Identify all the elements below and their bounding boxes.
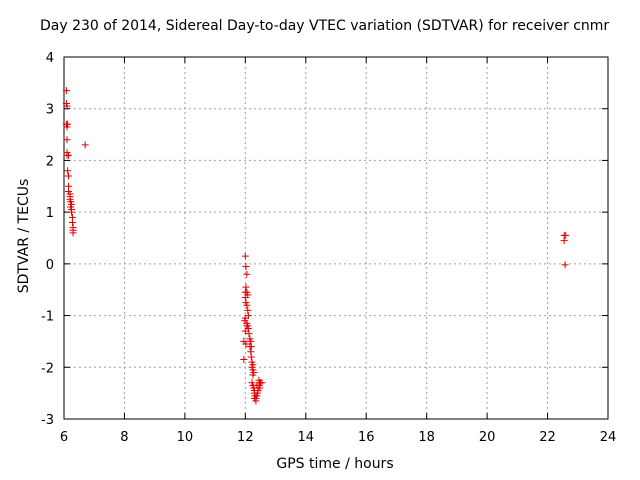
data-point [243, 301, 251, 309]
data-point [64, 120, 72, 128]
data-point [62, 87, 70, 95]
x-tick-label: 16 [358, 430, 375, 445]
data-point [241, 252, 249, 260]
data-point [68, 208, 76, 216]
data-point [241, 327, 249, 335]
data-point [244, 306, 252, 314]
data-point [247, 348, 255, 356]
x-tick-label: 20 [479, 430, 496, 445]
data-point [242, 283, 250, 291]
x-tick-label: 6 [60, 430, 68, 445]
x-tick-label: 22 [539, 430, 556, 445]
plot-frame [63, 56, 609, 420]
data-point [241, 293, 249, 301]
data-point [240, 356, 248, 364]
x-tick-label: 12 [237, 430, 254, 445]
data-point [65, 172, 73, 180]
data-point [63, 151, 71, 159]
data-point [247, 343, 255, 351]
data-point [247, 337, 255, 345]
data-point [560, 237, 568, 245]
data-point [63, 102, 71, 110]
y-tick-label: -1 [41, 310, 54, 325]
y-tick-label: 2 [46, 154, 54, 169]
y-tick-label: 3 [46, 103, 54, 118]
data-point [69, 229, 77, 237]
data-point [561, 261, 569, 269]
data-point [64, 167, 72, 175]
data-point [247, 353, 255, 361]
y-tick-label: 4 [46, 51, 54, 66]
x-axis-label: GPS time / hours [276, 456, 394, 472]
data-point [68, 218, 76, 226]
data-point [252, 397, 260, 405]
data-point [63, 136, 71, 144]
data-point [81, 141, 89, 149]
y-tick-label: -3 [41, 413, 54, 428]
data-point [242, 340, 250, 348]
data-point [258, 379, 266, 387]
data-point [242, 262, 250, 270]
y-tick-label: 0 [46, 258, 54, 273]
chart-title: Day 230 of 2014, Sidereal Day-to-day VTE… [40, 18, 610, 34]
y-tick-label: -2 [41, 361, 54, 376]
x-tick-label: 24 [600, 430, 617, 445]
data-point [245, 330, 253, 338]
x-tick-label: 18 [418, 430, 435, 445]
data-point [562, 231, 570, 239]
data-point [243, 270, 251, 278]
x-tick-label: 10 [177, 430, 194, 445]
x-tick-label: 14 [298, 430, 315, 445]
y-tick-label: 1 [46, 206, 54, 221]
x-tick-label: 8 [120, 430, 128, 445]
data-point [243, 322, 251, 330]
data-point [249, 371, 257, 379]
data-point [256, 384, 264, 392]
